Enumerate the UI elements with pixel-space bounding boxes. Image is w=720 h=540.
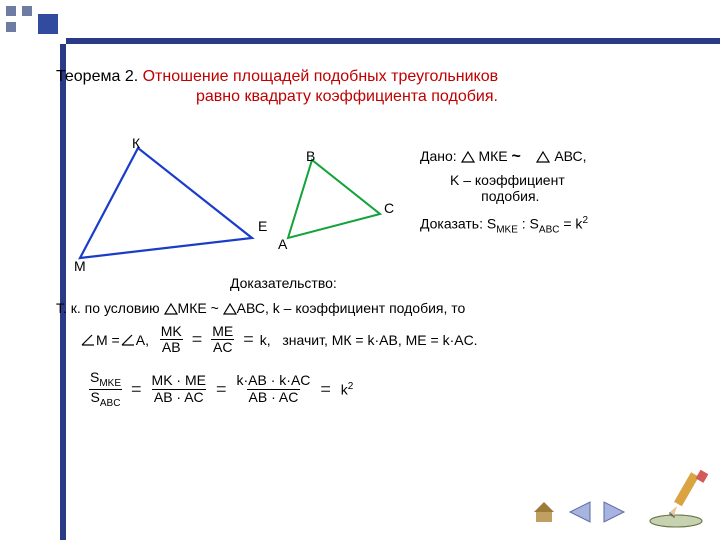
prev-button[interactable] bbox=[566, 500, 594, 524]
eq-k: k, bbox=[260, 332, 271, 348]
given-sim: ~ bbox=[512, 148, 521, 165]
angle-a: А, bbox=[136, 332, 149, 348]
prove-sub1: MKE bbox=[496, 224, 518, 235]
prove-label: Доказать: bbox=[420, 216, 483, 232]
given-coef: K – коэффициент подобия. bbox=[450, 172, 565, 204]
frac-den: AB · AC bbox=[247, 389, 301, 405]
prove-mid: : S bbox=[518, 216, 539, 232]
frac-num: SMKE bbox=[88, 370, 123, 389]
triangle-icon bbox=[164, 303, 178, 315]
frac-kab: k·AB · k·AC AB · AC bbox=[235, 373, 313, 405]
prove-sub2: ABC bbox=[539, 224, 560, 235]
s-den-sub: ABC bbox=[100, 398, 121, 409]
eq-hence: значит, МК = k·AB, ME = k·AC. bbox=[282, 332, 477, 348]
given-label: Дано: bbox=[420, 148, 457, 164]
angle-m: М = bbox=[96, 332, 120, 348]
given-t1: МКЕ bbox=[478, 148, 507, 164]
frac-mk-ab: MK AB bbox=[159, 324, 184, 356]
frac-den: SABC bbox=[89, 389, 123, 409]
triangle-icon bbox=[536, 151, 550, 163]
eq-row-1: М = А, MK AB = ME AC = k, значит, МК = k… bbox=[80, 324, 478, 356]
eq-sign: = bbox=[243, 329, 254, 350]
proof-title: Доказательство: bbox=[230, 275, 337, 291]
frac-num: ME bbox=[210, 324, 235, 339]
eq-sign: = bbox=[216, 379, 227, 400]
triangle-icon bbox=[461, 151, 475, 163]
pencil-icon bbox=[644, 466, 708, 530]
prove-line: Доказать: SMKE : SABC = k2 bbox=[420, 215, 588, 235]
frac-num: MK · ME bbox=[150, 373, 208, 388]
next-button[interactable] bbox=[600, 500, 628, 524]
eq-sign: = bbox=[320, 379, 331, 400]
proof-l1t2: АВС, k – коэффициент подобия, то bbox=[237, 300, 466, 316]
frac-mkme: MK · ME AB · AC bbox=[150, 373, 208, 405]
label-a: А bbox=[278, 236, 287, 252]
frac-den: AB bbox=[160, 339, 183, 355]
frac-me-ac: ME AC bbox=[210, 324, 235, 356]
angle-icon bbox=[120, 333, 136, 347]
label-b: В bbox=[306, 148, 315, 164]
eq-row-2: SMKE SABC = MK · ME AB · AC = k·AB · k·A… bbox=[86, 370, 353, 409]
proof-line1: Т. к. по условию МКЕ ~ АВС, k – коэффици… bbox=[56, 300, 465, 316]
frac-num: MK bbox=[159, 324, 184, 339]
k-exp: 2 bbox=[348, 381, 354, 392]
proof-l1t1: МКЕ ~ bbox=[178, 300, 223, 316]
eq-sign: = bbox=[192, 329, 203, 350]
frac-num: k·AB · k·AC bbox=[235, 373, 313, 388]
angle-icon bbox=[80, 333, 96, 347]
home-button[interactable] bbox=[530, 500, 558, 524]
label-c: С bbox=[384, 200, 394, 216]
s-den: S bbox=[91, 389, 100, 405]
frac-s-ratio: SMKE SABC bbox=[88, 370, 123, 409]
given-t2: АВС, bbox=[554, 148, 586, 164]
prove-s1: S bbox=[487, 216, 496, 232]
prove-end: = k bbox=[559, 216, 582, 232]
eq-sign: = bbox=[131, 379, 142, 400]
prove-exp: 2 bbox=[582, 215, 588, 226]
frac-den: AB · AC bbox=[152, 389, 206, 405]
s-num-sub: MKE bbox=[99, 378, 121, 389]
eq-k2: k2 bbox=[341, 381, 354, 398]
s-num: S bbox=[90, 369, 99, 385]
triangle-abc bbox=[0, 0, 420, 280]
given-line: Дано: МКЕ ~ АВС, bbox=[420, 148, 587, 166]
frac-den: AC bbox=[211, 339, 234, 355]
k-base: k bbox=[341, 382, 348, 398]
triangle-icon bbox=[223, 303, 237, 315]
proof-l1a: Т. к. по условию bbox=[56, 300, 164, 316]
